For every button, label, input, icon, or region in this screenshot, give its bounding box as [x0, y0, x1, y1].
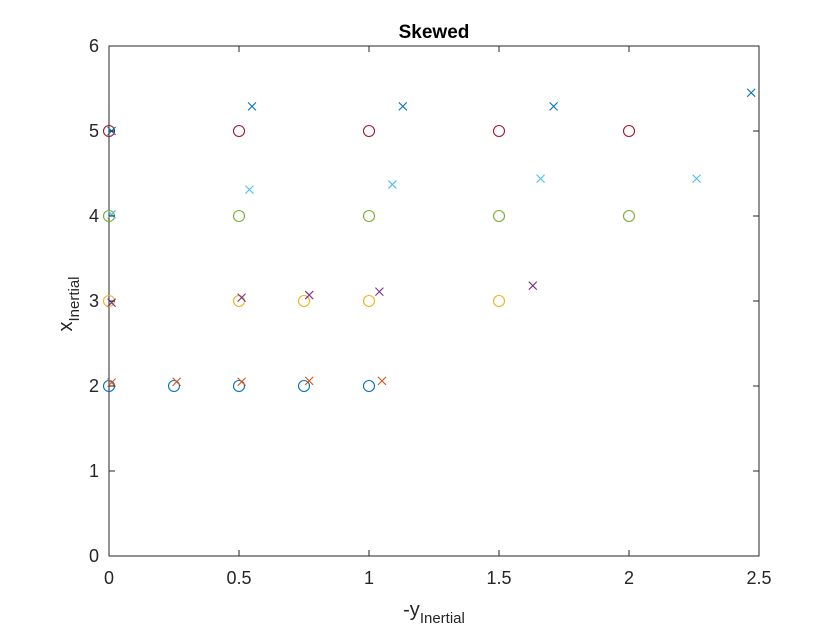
- series-row-4-reference: [102, 209, 636, 223]
- circle-marker: [167, 379, 181, 393]
- x-tick-label: 1.5: [486, 568, 511, 588]
- cross-marker: [304, 290, 314, 300]
- series-row-2-reference: [102, 379, 376, 393]
- series-row-4-skewed: [107, 174, 701, 219]
- cross-marker: [247, 101, 257, 111]
- cross-marker: [388, 180, 397, 189]
- x-axis-label-main: -y: [403, 599, 420, 621]
- x-tick-label: 2: [624, 568, 634, 588]
- cross-marker: [245, 185, 254, 195]
- circle-marker: [362, 294, 376, 308]
- circle-marker: [232, 124, 246, 138]
- y-axis-label-main: x: [55, 322, 77, 332]
- cross-marker: [398, 101, 408, 111]
- y-tick-label: 5: [89, 121, 99, 141]
- y-axis-label: xInertial: [55, 276, 83, 331]
- circle-marker: [362, 209, 376, 223]
- cross-marker: [536, 174, 545, 183]
- cross-marker: [692, 174, 701, 183]
- circle-marker: [492, 294, 506, 308]
- y-tick-label: 1: [89, 461, 99, 481]
- circle-marker: [297, 379, 311, 393]
- y-tick-label: 2: [89, 376, 99, 396]
- x-axis-label-subscript: Inertial: [420, 610, 465, 627]
- cross-marker: [172, 377, 181, 387]
- cross-marker: [746, 88, 756, 98]
- series-row-2-skewed: [107, 376, 387, 387]
- series-row-3-skewed: [107, 281, 538, 308]
- x-axis-ticks: 0 0.5 1 1.5 2 2.5: [104, 46, 772, 588]
- cross-marker: [237, 377, 246, 387]
- y-tick-label: 3: [89, 291, 99, 311]
- y-tick-label: 0: [89, 546, 99, 566]
- circle-marker: [622, 124, 636, 138]
- x-tick-label: 0: [104, 568, 114, 588]
- cross-marker: [549, 101, 558, 111]
- cross-marker: [304, 376, 314, 386]
- axes-box: [108, 45, 760, 557]
- y-axis-label-subscript: Inertial: [66, 276, 83, 321]
- x-tick-label: 0.5: [226, 568, 251, 588]
- x-axis-label: -yInertial: [403, 599, 465, 627]
- circle-marker: [362, 379, 376, 393]
- circle-marker: [232, 379, 246, 393]
- x-tick-label: 2.5: [746, 568, 771, 588]
- cross-marker: [107, 209, 116, 219]
- cross-marker: [107, 378, 116, 387]
- cross-marker: [375, 287, 384, 297]
- y-tick-label: 6: [89, 36, 99, 56]
- y-axis-ticks: 0 1 2 3 4 5 6: [89, 36, 759, 566]
- circle-marker: [492, 124, 506, 138]
- y-tick-label: 4: [89, 206, 99, 226]
- x-tick-label: 1: [364, 568, 374, 588]
- cross-marker: [377, 376, 387, 386]
- circle-marker: [362, 124, 376, 138]
- cross-marker: [528, 281, 538, 291]
- circle-marker: [492, 209, 506, 223]
- cross-marker: [237, 293, 246, 302]
- circle-marker: [232, 209, 246, 223]
- circle-marker: [297, 294, 311, 308]
- circle-marker: [622, 209, 636, 223]
- cross-marker: [107, 298, 116, 308]
- chart-title: Skewed: [399, 22, 470, 43]
